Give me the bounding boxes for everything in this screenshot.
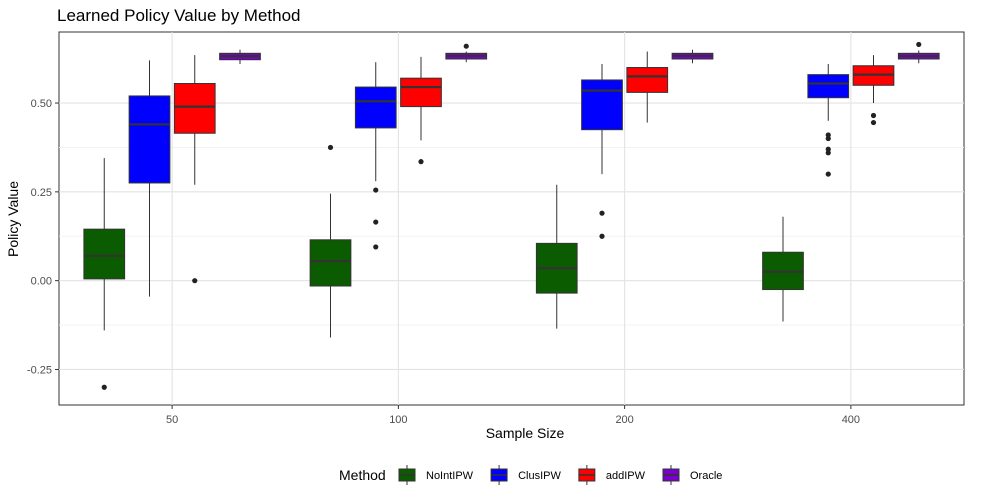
box-NoIntIPW-200 <box>535 184 578 329</box>
chart-title: Learned Policy Value by Method <box>57 6 301 25</box>
y-tick-label: 0.00 <box>31 276 52 288</box>
outlier-point <box>373 244 379 250</box>
outlier-point <box>825 135 831 142</box>
outlier-point <box>101 384 107 390</box>
iqr-box <box>807 74 850 99</box>
iqr-box <box>581 79 623 131</box>
x-tick-label: 50 <box>166 414 178 426</box>
outlier-point <box>418 159 424 165</box>
iqr-box <box>309 239 352 287</box>
box-Oracle-50 <box>219 49 261 64</box>
outlier-point <box>870 112 877 119</box>
box-NoIntIPW-400 <box>762 216 804 322</box>
box-addIPW-100 <box>400 56 442 165</box>
outlier-point <box>373 187 379 193</box>
x-axis-title: Sample Size <box>486 425 565 441</box>
box-series <box>83 41 940 390</box>
x-tick-label: 200 <box>615 414 633 426</box>
legend-label: Oracle <box>690 470 722 482</box>
box-NoIntIPW-100 <box>309 144 352 338</box>
outlier-point <box>599 233 605 239</box>
y-tick-label: 0.25 <box>31 187 52 199</box>
y-tick-label: 0.50 <box>31 98 52 110</box>
outlier-point <box>916 41 922 48</box>
outlier-point <box>599 210 605 216</box>
outlier-point <box>825 150 831 156</box>
box-addIPW-400 <box>852 55 895 126</box>
iqr-box <box>83 228 126 280</box>
box-addIPW-50 <box>173 55 216 284</box>
box-Oracle-400 <box>897 41 940 64</box>
box-ClusIPW-100 <box>354 62 397 250</box>
legend-key-Oracle <box>662 465 680 485</box>
axes: -0.25 0.00 0.25 0.50 50 100 200 400 <box>27 98 860 426</box>
legend-key-NoIntIPW <box>398 465 416 485</box>
box-Oracle-200 <box>671 49 714 64</box>
outlier-point <box>327 144 334 151</box>
gridlines <box>59 32 964 405</box>
legend-key-ClusIPW <box>490 465 508 485</box>
box-ClusIPW-400 <box>807 63 850 177</box>
iqr-box <box>173 83 216 134</box>
iqr-box <box>128 95 171 184</box>
x-tick-label: 100 <box>389 414 407 426</box>
box-addIPW-200 <box>626 51 669 123</box>
outlier-point <box>825 132 831 138</box>
box-ClusIPW-200 <box>581 63 623 239</box>
legend-label: ClusIPW <box>518 470 561 482</box>
y-axis-title: Policy Value <box>5 181 21 257</box>
outlier-point <box>825 171 831 177</box>
legend-label: NoIntIPW <box>426 470 474 482</box>
box-Oracle-100 <box>445 43 488 63</box>
outlier-point <box>463 43 469 49</box>
outlier-point <box>825 146 831 152</box>
iqr-box <box>400 77 442 108</box>
x-tick-label: 400 <box>842 414 860 426</box>
iqr-box <box>626 67 669 93</box>
outlier-point <box>192 278 198 284</box>
legend-title: Method <box>339 467 386 483</box>
legend-label: addIPW <box>606 470 646 482</box>
outlier-point <box>373 219 379 225</box>
legend-key-addIPW <box>578 465 596 485</box>
iqr-box <box>354 86 397 129</box>
box-ClusIPW-50 <box>128 60 171 297</box>
outlier-point <box>870 119 877 126</box>
box-NoIntIPW-50 <box>83 158 126 390</box>
legend: Method NoIntIPW ClusIPW addIPW Oracle <box>339 465 722 485</box>
y-tick-label: -0.25 <box>27 364 52 376</box>
